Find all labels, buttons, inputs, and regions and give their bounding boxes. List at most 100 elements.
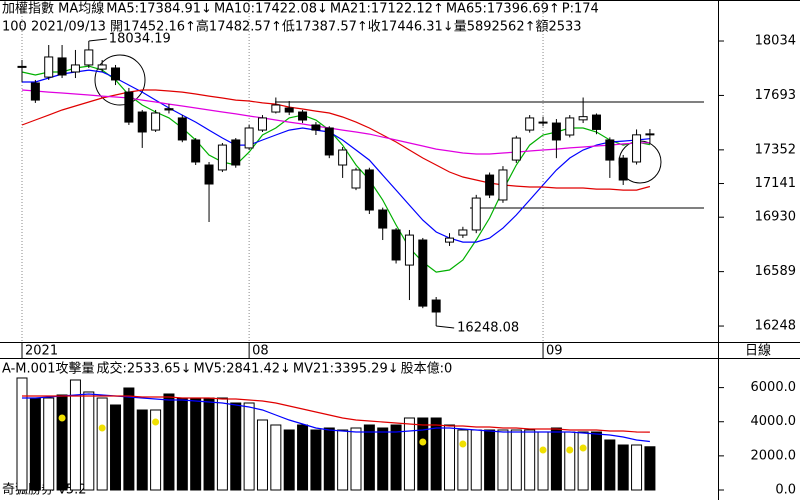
candle-body [605,139,615,161]
candle-body [70,64,80,73]
y-tick-label: 6000.0 [751,380,797,395]
candle-body [458,229,468,236]
candle-body [97,64,107,70]
x-tick-label: 2021 [25,344,58,359]
signal-dot [459,440,467,448]
volume-bar [216,397,228,491]
legend-entry: A-M.001攻擊量 [2,361,94,377]
y-tick-label: 0.0 [775,483,796,498]
y-tick-label: 16589 [755,264,796,279]
candle-body [498,169,508,201]
volume-bar [430,417,442,491]
candle-body [485,174,495,196]
candle-body [511,137,521,161]
volume-bar [283,429,295,491]
candle-body [338,149,348,166]
volume-ma-line [22,393,650,443]
volume-bar [470,429,482,491]
annotation: 18034.19 [109,31,171,46]
candle-body [391,229,401,261]
candle-body [324,127,334,156]
candle-body [404,234,414,266]
signal-dot [98,424,106,432]
candle-body [204,164,214,185]
candle-body [565,117,575,136]
legend-entry: 股本億:0 [401,361,453,377]
candle-body [191,139,201,163]
legend-entry: MA65:17396.69↑ [446,2,560,17]
volume-ma-line [22,395,650,433]
volume-bar [123,387,135,491]
volume-bar [537,431,549,491]
candle-body [578,116,588,121]
ma-line [22,69,650,243]
candle-body [645,133,655,136]
candle-body [137,111,147,133]
legend-entry: P:174 [562,2,599,17]
candle-body [445,237,455,243]
volume-bar [390,424,402,491]
volume-bar [644,446,656,491]
volume-bar [323,427,335,491]
legend-entry: MV21:3395.29↓ [293,362,399,377]
legend-entry: MA10:17422.08↓ [214,2,328,17]
candle-body [84,49,94,66]
volume-bar [96,397,108,491]
candle-body [311,124,321,131]
candle-body [257,117,267,131]
volume-bar [403,417,415,491]
ohlc-info: 100 2021/09/13 開17452.16↑高17482.57↑低1738… [2,19,582,35]
volume-bar [203,397,215,491]
volume-bar [243,402,255,491]
candle-body [17,65,27,68]
volume-bar [150,409,162,491]
volume-bar [256,419,268,491]
highlight-circle [94,54,146,106]
legend-entry: MV5:2841.42↓ [194,362,291,377]
candle-body [151,112,161,131]
legend-entry: MA21:17122.12↑ [330,2,444,17]
volume-bar [617,444,629,491]
x-tick-label: 08 [252,344,269,359]
signal-dot [152,418,160,426]
volume-bar [363,424,375,491]
volume-bar [350,427,362,491]
annotation-line [88,38,107,42]
candle-body [284,107,294,113]
volume-bar [510,429,522,491]
header: 加權指數 MA均線 MA5:17384.91↓ MA10:17422.08↓ MA21… [2,1,599,35]
volume-bar [524,429,536,491]
volume-bar [631,444,643,491]
candle-body [618,157,628,181]
y-tick-label: 17693 [755,88,796,103]
volume-bar [297,424,309,491]
volume-bar [444,424,456,491]
candle-body [632,134,642,163]
candle-body [111,67,121,81]
signal-dot [566,446,574,454]
volume-bar [577,431,589,491]
volume-bar [176,397,188,491]
volume-bar [310,429,322,491]
candle-body [124,91,134,123]
volume-bar [136,409,148,491]
candle-body [244,127,254,149]
volume-bar [43,397,55,491]
y-tick-label: 17141 [755,176,796,191]
candle-body [351,169,361,189]
volume-bar [497,429,509,491]
volume-bar [163,393,175,491]
candle-body [364,169,374,211]
volume-bar [56,394,68,491]
y-tick-label: 16248 [755,319,796,334]
candle-body [551,122,561,141]
candle-body [538,121,548,124]
volume-bar [69,379,81,491]
volume-bar [270,424,282,491]
candle-body [231,139,241,166]
period-label: 日線 [745,343,771,359]
volume-bar [417,417,429,491]
y-tick-label: 2000.0 [751,448,797,463]
y-tick-label: 4000.0 [751,414,797,429]
